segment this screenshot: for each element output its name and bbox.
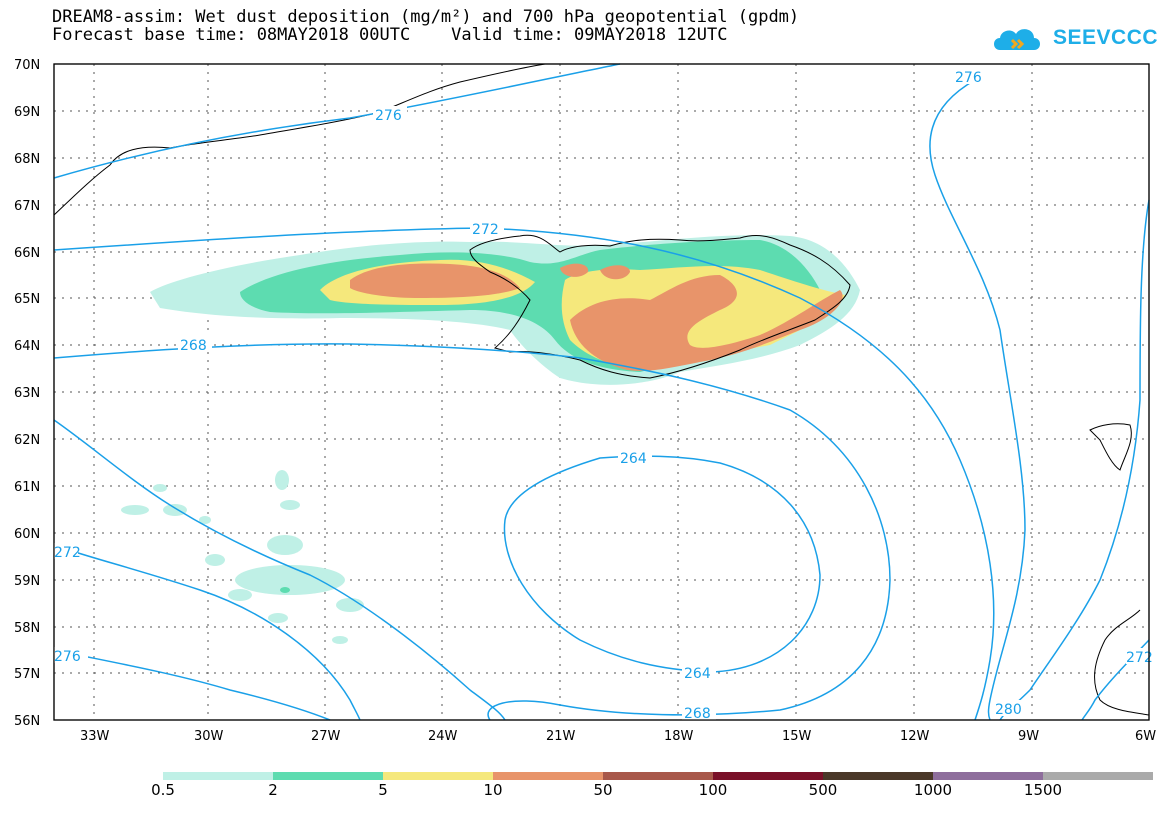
contour-272-north — [53, 227, 995, 721]
colorbar-label: 500 — [808, 781, 838, 799]
logo-text: SEEVCCC — [1053, 26, 1159, 49]
lat-label: 60N — [14, 527, 40, 542]
contour-label: 276 — [375, 108, 402, 124]
colorbar — [163, 772, 1153, 780]
colorbar-label: 1000 — [913, 781, 953, 799]
contour-268 — [53, 343, 891, 721]
lon-label: 6W — [1135, 729, 1156, 744]
dust-deposition-field — [121, 235, 860, 644]
lon-label: 18W — [664, 729, 694, 744]
lat-label: 64N — [14, 339, 40, 354]
map-frame — [53, 63, 1150, 721]
contour-label: 276 — [54, 649, 81, 665]
latitude-labels: 70N 69N 68N 67N 66N 65N 64N 63N 62N 61N … — [14, 58, 40, 729]
contour-labels: 276 272 268 264 264 268 276 272 276 280 … — [54, 68, 1153, 722]
lon-label: 30W — [194, 729, 224, 744]
colorbar-swatch — [1043, 772, 1153, 780]
lat-label: 67N — [14, 199, 40, 214]
colorbar-label: 2 — [268, 781, 278, 799]
contour-276-east — [929, 79, 1026, 721]
contour-label: 280 — [995, 702, 1022, 718]
contour-276-south — [53, 544, 361, 721]
lat-label: 70N — [14, 58, 40, 73]
contour-label: 272 — [472, 222, 499, 238]
lon-label: 27W — [311, 729, 341, 744]
lat-label: 69N — [14, 105, 40, 120]
contour-label: 268 — [684, 706, 711, 722]
colorbar-label: 1500 — [1023, 781, 1063, 799]
colorbar-label: 10 — [483, 781, 503, 799]
coastlines — [53, 63, 1150, 716]
contour-272-south — [53, 419, 506, 721]
lat-label: 56N — [14, 714, 40, 729]
contour-label: 276 — [955, 70, 982, 86]
colorbar-swatch — [823, 772, 933, 780]
colorbar-swatch — [383, 772, 493, 780]
iceland-coast — [469, 234, 851, 379]
greenland-coast — [53, 63, 546, 216]
contour-label: 272 — [54, 545, 81, 561]
cloud-logo-icon — [994, 29, 1040, 50]
contour-label: 272 — [1126, 650, 1153, 666]
gridlines — [54, 64, 1149, 720]
chart-title-line-1: DREAM8-assim: Wet dust deposition (mg/m²… — [52, 7, 800, 27]
lat-label: 61N — [14, 480, 40, 495]
lat-label: 58N — [14, 621, 40, 636]
geopotential-contours — [53, 63, 1150, 721]
scotland-coast — [1094, 609, 1150, 716]
contour-label: 264 — [684, 666, 711, 682]
longitude-labels: 33W 30W 27W 24W 21W 18W 15W 12W 9W 6W — [80, 729, 1156, 744]
lat-label: 59N — [14, 574, 40, 589]
lat-label: 65N — [14, 292, 40, 307]
colorbar-swatch — [493, 772, 603, 780]
colorbar-swatch — [713, 772, 823, 780]
lon-label: 33W — [80, 729, 110, 744]
contour-label: 264 — [620, 451, 647, 467]
colorbar-swatch — [273, 772, 383, 780]
lat-label: 57N — [14, 667, 40, 682]
lon-label: 21W — [546, 729, 576, 744]
lat-label: 62N — [14, 433, 40, 448]
lon-label: 12W — [900, 729, 930, 744]
colorbar-label: 100 — [698, 781, 728, 799]
lon-label: 15W — [782, 729, 812, 744]
seevccc-logo — [990, 18, 1140, 58]
lat-label: 66N — [14, 246, 40, 261]
colorbar-label: 5 — [378, 781, 388, 799]
colorbar-swatch — [933, 772, 1043, 780]
contour-label: 268 — [180, 338, 207, 354]
chart-title-line-2: Forecast base time: 08MAY2018 00UTC Vali… — [52, 25, 728, 45]
contour-276-north — [53, 63, 621, 179]
contour-276-west — [53, 649, 331, 721]
lon-label: 9W — [1018, 729, 1039, 744]
colorbar-label: 50 — [593, 781, 613, 799]
colorbar-swatch — [163, 772, 273, 780]
colorbar-label: 0.5 — [151, 781, 175, 799]
colorbar-swatch — [603, 772, 713, 780]
lat-label: 63N — [14, 386, 40, 401]
contour-280 — [999, 199, 1150, 721]
lat-label: 68N — [14, 152, 40, 167]
faroe-coast — [1089, 423, 1132, 471]
lon-label: 24W — [428, 729, 458, 744]
